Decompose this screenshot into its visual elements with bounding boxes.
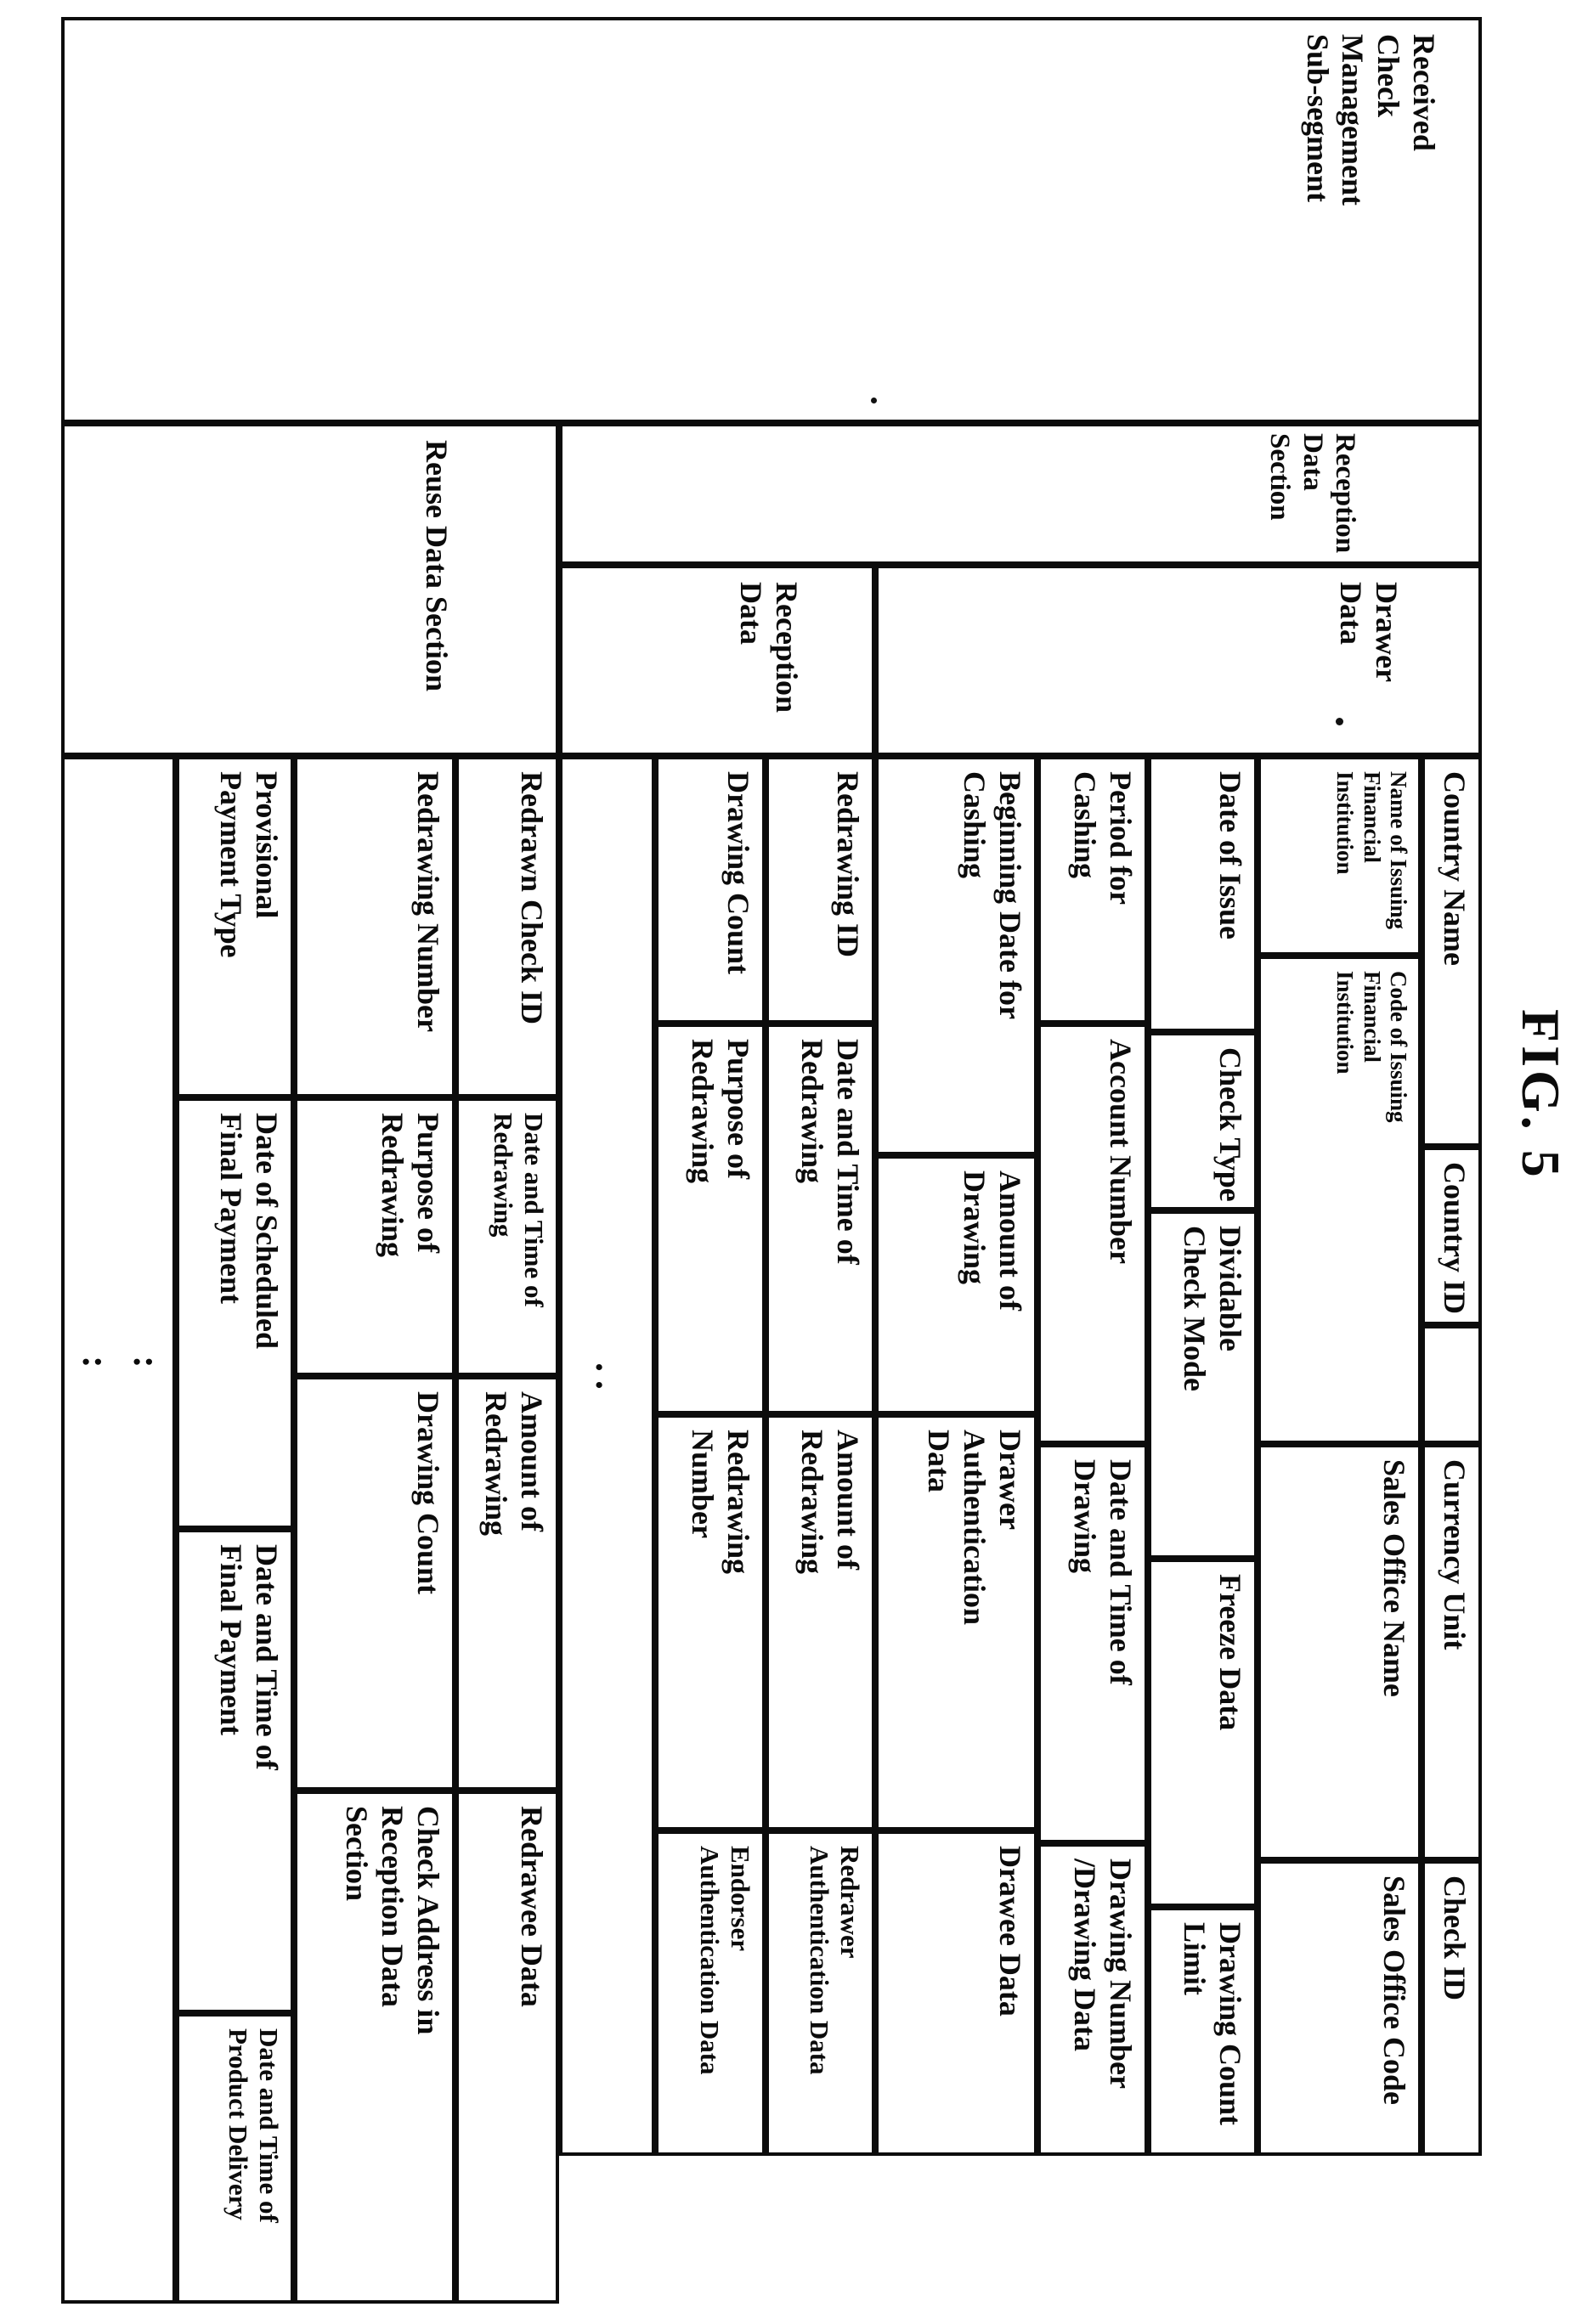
cell-redrawn-check-id: Redrawn Check ID <box>455 756 559 1097</box>
cell-name-of-issuing-fi: Name of Issuing Financial Institution <box>1258 756 1422 956</box>
cell-reuse-data-section: Reuse Data Section <box>61 423 559 756</box>
cell-date-of-scheduled-final-payment: Date of Scheduled Final Payment <box>176 1097 294 1529</box>
cell-beginning-date-for-cashing: Beginning Date for Cashing <box>875 756 1037 1155</box>
scan-speck <box>1336 718 1343 725</box>
cell-sales-office-name: Sales Office Name <box>1258 1444 1422 1860</box>
cell-date-time-of-product-delivery: Date and Time of Product Delivery <box>176 2013 294 2304</box>
scan-speck <box>871 398 877 403</box>
cell-date-time-of-redrawing: Date and Time of Redrawing <box>766 1024 875 1414</box>
cell-date-time-of-final-payment: Date and Time of Final Payment <box>176 1529 294 2013</box>
figure-label: FIG. 5 <box>1511 1009 1571 1181</box>
cell-period-for-cashing: Period for Cashing <box>1037 756 1148 1024</box>
cell-purpose-of-redrawing: Purpose of Redrawing <box>655 1024 766 1414</box>
cell-reuse-date-time-of-redrawing: Date and Time of Redrawing <box>455 1097 559 1376</box>
continuation-dots-reception: .. <box>588 1362 630 1398</box>
cell-account-number: Account Number <box>1037 1024 1148 1444</box>
cell-drawing-count-limit: Drawing Count Limit <box>1148 1907 1258 2156</box>
cell-country-name: Country Name <box>1422 756 1482 1147</box>
cell-check-id: Check ID <box>1422 1860 1482 2156</box>
cell-reception-data: Reception Data <box>559 565 875 756</box>
cell-drawing-number-data: Drawing Number /Drawing Data <box>1037 1843 1148 2156</box>
cell-check-address-in-reception: Check Address in Reception Data Section <box>294 1791 455 2304</box>
cell-date-time-of-drawing: Date and Time of Drawing <box>1037 1444 1148 1843</box>
cell-sales-office-code: Sales Office Code <box>1258 1860 1422 2156</box>
cell-redrawing-number: Redrawing Number <box>655 1414 766 1830</box>
cell-amount-of-redrawing: Amount of Redrawing <box>766 1414 875 1830</box>
cell-endorser-authentication-data: Endorser Authentication Data <box>655 1830 766 2156</box>
cell-main-header: Received Check Management Sub-segment <box>61 17 1482 423</box>
cell-redrawee-data: Redrawee Data <box>455 1791 559 2304</box>
cell-check-type: Check Type <box>1148 1032 1258 1210</box>
cell-redrawing-id: Redrawing ID <box>766 756 875 1024</box>
cell-continuation-row-reception <box>559 756 655 2156</box>
cell-freeze-data: Freeze Data <box>1148 1559 1258 1907</box>
cell-provisional-payment-type: Provisional Payment Type <box>176 756 294 1097</box>
cell-country-id: Country ID <box>1422 1147 1482 1325</box>
continuation-dots-reuse-2: : <box>75 1356 116 1368</box>
cell-currency-unit: Currency Unit <box>1422 1444 1482 1860</box>
cell-reuse-redrawing-number: Redrawing Number <box>294 756 455 1097</box>
cell-drawing-count: Drawing Count <box>655 756 766 1024</box>
cell-dividable-check-mode: Dividable Check Mode <box>1148 1210 1258 1559</box>
cell-blank-field <box>1422 1325 1482 1444</box>
continuation-dots-reuse-1: : <box>126 1356 167 1368</box>
cell-reception-data-section: Reception Data Section <box>559 423 1482 565</box>
cell-drawer-data: Drawer Data <box>875 565 1482 756</box>
cell-code-of-issuing-fi: Code of Issuing Financial Institution <box>1258 956 1422 1444</box>
cell-reuse-amount-of-redrawing: Amount of Redrawing <box>455 1376 559 1791</box>
cell-reuse-drawing-count: Drawing Count <box>294 1376 455 1791</box>
cell-amount-of-drawing: Amount of Drawing <box>875 1155 1037 1414</box>
cell-date-of-issue: Date of Issue <box>1148 756 1258 1032</box>
cell-reuse-purpose-of-redrawing: Purpose of Redrawing <box>294 1097 455 1376</box>
cell-continuation-row-reuse <box>61 756 176 2304</box>
cell-drawer-authentication-data: Drawer Authentication Data <box>875 1414 1037 1830</box>
cell-redrawer-authentication-data: Redrawer Authentication Data <box>766 1830 875 2156</box>
cell-drawee-data: Drawee Data <box>875 1830 1037 2156</box>
